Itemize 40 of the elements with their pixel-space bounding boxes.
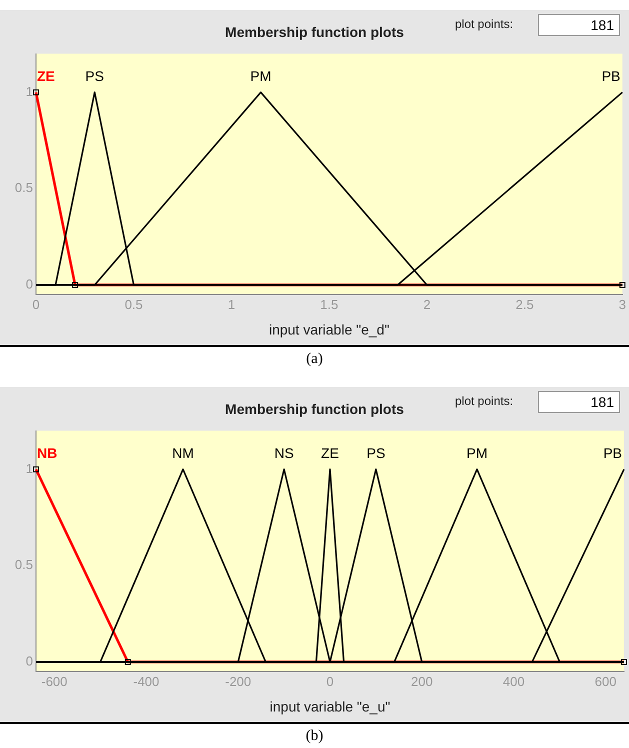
- text: (b): [304, 727, 324, 746]
- x-axis-title: input variable "e_u": [270, 698, 390, 714]
- series-label: PM: [250, 68, 272, 84]
- text-field: 181: [538, 391, 620, 413]
- x-tick-label: -600: [41, 674, 68, 689]
- text: plot points:: [455, 17, 514, 31]
- text: (a): [305, 350, 324, 369]
- series-label: ZE: [37, 68, 55, 84]
- series-label: PM: [466, 445, 488, 462]
- x-tick-label: 1.5: [320, 296, 338, 312]
- x-tick-label: 2.5: [516, 296, 534, 312]
- y-tick-label: 1: [26, 460, 33, 476]
- chart-title: Membership function plots: [225, 24, 404, 40]
- x-tick-label: 2: [423, 296, 431, 312]
- text: plot points:: [455, 394, 514, 408]
- x-tick-label: 400: [502, 674, 525, 689]
- series-label: NM: [172, 445, 194, 462]
- y-tick-label: 1: [26, 84, 33, 99]
- text-field: 181: [538, 14, 620, 36]
- chart-title: Membership function plots: [225, 401, 404, 417]
- x-tick-label: -200: [225, 674, 252, 689]
- series-label: PB: [602, 68, 620, 84]
- x-tick-label: 200: [411, 674, 433, 689]
- x-tick-label: 3: [618, 296, 626, 312]
- series-label: NB: [37, 445, 58, 462]
- series-label: NS: [274, 445, 294, 462]
- y-tick-label: 0.5: [14, 557, 33, 572]
- x-tick-label: 600: [594, 674, 616, 689]
- series-label: PS: [366, 445, 386, 462]
- x-tick-label: 1: [228, 296, 236, 312]
- x-tick-label: 0: [326, 674, 334, 689]
- y-tick-label: 0: [26, 654, 33, 669]
- series-label: PS: [85, 68, 104, 84]
- series-label: ZE: [321, 445, 339, 462]
- x-tick-label: -400: [133, 674, 160, 689]
- x-tick-label: 0.5: [124, 296, 143, 312]
- y-tick-label: 0: [26, 276, 33, 292]
- series-label: PB: [603, 445, 622, 462]
- y-tick-label: 0.5: [14, 180, 33, 196]
- x-axis-title: input variable "e_d": [268, 321, 390, 338]
